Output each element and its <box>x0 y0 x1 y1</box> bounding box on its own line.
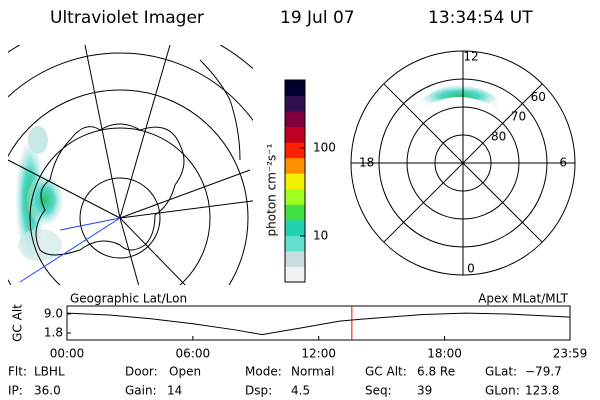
x-tick-label: 18:00 <box>427 347 462 361</box>
altitude-line <box>66 312 571 336</box>
title: Ultraviolet Imager <box>50 8 204 28</box>
color-band <box>285 95 305 112</box>
info-label: Mode: <box>245 365 282 379</box>
color-band <box>285 142 305 159</box>
y-axis-label: GC Alt <box>11 304 25 342</box>
annotation: Geographic Lat/Lon <box>70 292 187 306</box>
info-label: Flt: <box>8 365 27 379</box>
info-value: Open <box>169 365 201 379</box>
altitude-plot: Geographic Lat/Lon Apex MLat/MLT GC Alt 9.0… <box>11 292 588 361</box>
colorbar-tick-label: 10 <box>313 228 328 242</box>
time: 13:34:54 UT <box>428 8 533 28</box>
info-value: 123.8 <box>525 384 559 398</box>
info-value: 39 <box>417 384 432 398</box>
x-tick-label: 23:59 <box>553 347 588 361</box>
date: 19 Jul 07 <box>280 8 355 28</box>
info-value: LBHL <box>34 365 65 379</box>
x-tick-label: 12:00 <box>301 347 336 361</box>
info-label: Dsp: <box>245 384 272 398</box>
color-band <box>285 80 305 97</box>
info-label: GLat: <box>485 365 517 379</box>
info-panel: Flt: LBHL IP: 36.0 Door: Open Gain: 14 Mode: Norm… <box>8 365 562 398</box>
colorbar: 10 100 <box>284 79 336 283</box>
color-band <box>285 173 305 190</box>
color-band <box>285 126 305 143</box>
color-band <box>285 250 305 267</box>
info-label: Door: <box>125 365 158 379</box>
lat-label: 60 <box>531 90 546 104</box>
color-band <box>285 235 305 252</box>
color-band <box>285 204 305 221</box>
mlt-label: 0 <box>467 262 475 276</box>
color-band <box>285 157 305 174</box>
colorbar-frame <box>284 79 306 283</box>
info-value: 36.0 <box>34 384 61 398</box>
x-tick-label: 06:00 <box>176 347 211 361</box>
info-value: Normal <box>291 365 334 379</box>
lat-label: 80 <box>491 129 506 143</box>
info-label: GC Alt: <box>365 365 407 379</box>
info-label: Gain: <box>125 384 157 398</box>
y-tick-label: 9.0 <box>44 306 63 320</box>
plot-frame <box>66 305 571 341</box>
mlt-label: 18 <box>359 156 374 170</box>
x-tick-label: 00:00 <box>50 347 85 361</box>
info-value: 6.8 Re <box>417 365 455 379</box>
mlt-label: 6 <box>559 156 567 170</box>
lat-ring <box>378 78 548 248</box>
color-band <box>285 111 305 128</box>
info-value: −79.7 <box>525 365 562 379</box>
colorbar-label: photon cm⁻²s⁻¹ <box>265 143 279 236</box>
color-band <box>285 219 305 236</box>
lat-ring <box>406 106 520 220</box>
lat-label: 70 <box>511 110 526 124</box>
info-label: Seq: <box>365 384 392 398</box>
info-label: GLon: <box>485 384 520 398</box>
annotation: Apex MLat/MLT <box>478 292 568 306</box>
color-band <box>285 266 305 283</box>
y-tick-label: 1.8 <box>44 325 63 339</box>
polar-spoke <box>383 83 543 243</box>
info-value: 14 <box>167 384 182 398</box>
mlt-label: 12 <box>463 50 478 64</box>
lat-ring <box>434 134 492 192</box>
geographic-map <box>8 45 253 285</box>
colorbar-tick-label: 100 <box>313 140 336 154</box>
info-value: 4.5 <box>291 384 310 398</box>
info-label: IP: <box>8 384 23 398</box>
color-band <box>285 188 305 205</box>
